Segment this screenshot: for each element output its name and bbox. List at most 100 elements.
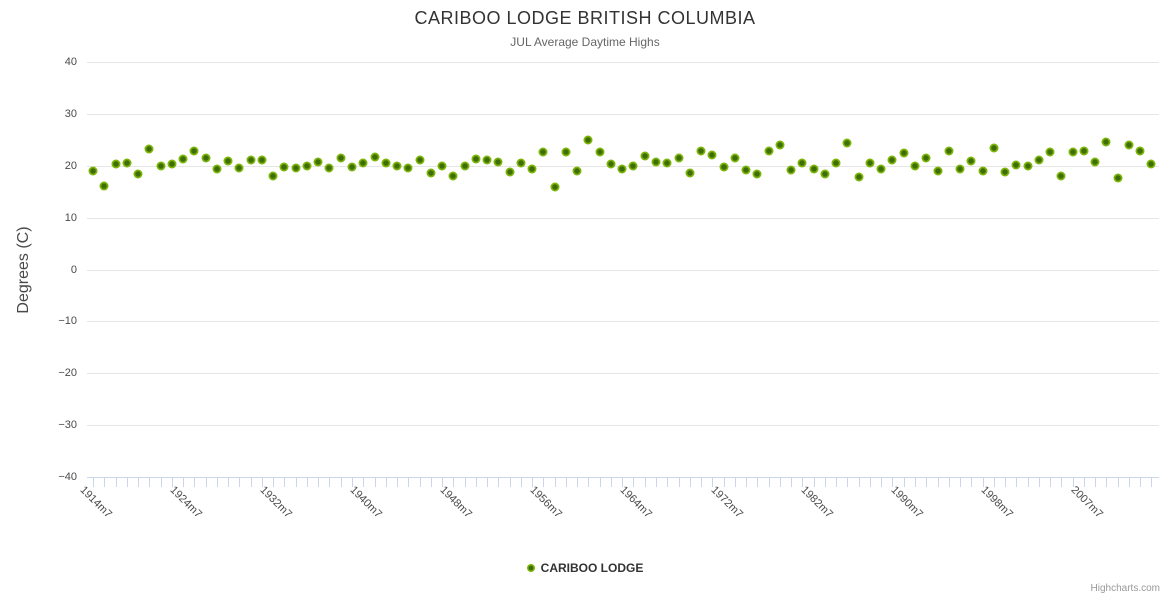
data-point[interactable] bbox=[1101, 137, 1111, 147]
data-point[interactable] bbox=[707, 150, 717, 160]
data-point[interactable] bbox=[358, 158, 368, 168]
legend-item-cariboo-lodge[interactable]: CARIBOO LODGE bbox=[0, 561, 1170, 575]
data-point[interactable] bbox=[955, 164, 965, 174]
data-point[interactable] bbox=[403, 163, 413, 173]
data-point[interactable] bbox=[1068, 147, 1078, 157]
data-point[interactable] bbox=[696, 146, 706, 156]
data-point[interactable] bbox=[426, 168, 436, 178]
data-point[interactable] bbox=[1090, 157, 1100, 167]
data-point[interactable] bbox=[933, 166, 942, 176]
data-point[interactable] bbox=[944, 146, 954, 156]
data-point[interactable] bbox=[471, 154, 481, 164]
data-point[interactable] bbox=[144, 144, 154, 154]
data-point[interactable] bbox=[809, 164, 819, 174]
data-point[interactable] bbox=[99, 181, 109, 191]
data-point[interactable] bbox=[1056, 171, 1066, 181]
data-point[interactable] bbox=[1034, 155, 1044, 165]
data-point[interactable] bbox=[448, 171, 458, 181]
data-point[interactable] bbox=[178, 154, 188, 164]
data-point[interactable] bbox=[212, 164, 222, 174]
data-point[interactable] bbox=[1011, 160, 1021, 170]
data-point[interactable] bbox=[606, 159, 616, 169]
x-axis-tick bbox=[746, 477, 748, 487]
data-point[interactable] bbox=[550, 182, 560, 192]
data-point[interactable] bbox=[651, 157, 661, 167]
data-point[interactable] bbox=[910, 161, 920, 171]
data-point[interactable] bbox=[234, 163, 244, 173]
data-point[interactable] bbox=[493, 157, 503, 167]
data-point[interactable] bbox=[324, 163, 334, 173]
data-point[interactable] bbox=[978, 166, 988, 176]
data-point[interactable] bbox=[561, 147, 571, 157]
data-point[interactable] bbox=[347, 162, 357, 172]
data-point[interactable] bbox=[966, 156, 976, 166]
data-point[interactable] bbox=[223, 156, 233, 166]
data-point[interactable] bbox=[88, 166, 98, 176]
data-point[interactable] bbox=[921, 153, 931, 163]
data-point[interactable] bbox=[1124, 140, 1134, 150]
data-point[interactable] bbox=[1135, 146, 1145, 156]
data-point[interactable] bbox=[246, 155, 256, 165]
data-point[interactable] bbox=[572, 166, 582, 176]
data-point[interactable] bbox=[628, 161, 638, 171]
data-point[interactable] bbox=[460, 161, 470, 171]
data-point[interactable] bbox=[257, 155, 267, 165]
data-point[interactable] bbox=[505, 167, 515, 177]
data-point[interactable] bbox=[865, 158, 875, 168]
data-point[interactable] bbox=[854, 172, 864, 182]
data-point[interactable] bbox=[381, 158, 391, 168]
x-axis-tick bbox=[960, 477, 962, 487]
data-point[interactable] bbox=[1146, 159, 1156, 169]
data-point[interactable] bbox=[786, 165, 796, 175]
data-point[interactable] bbox=[989, 143, 999, 153]
data-point[interactable] bbox=[482, 155, 492, 165]
data-point[interactable] bbox=[268, 171, 278, 181]
data-point[interactable] bbox=[797, 158, 807, 168]
data-point[interactable] bbox=[899, 148, 909, 158]
data-point[interactable] bbox=[437, 161, 447, 171]
data-point[interactable] bbox=[201, 153, 211, 163]
data-point[interactable] bbox=[1023, 161, 1033, 171]
data-point[interactable] bbox=[392, 161, 402, 171]
data-point[interactable] bbox=[313, 157, 323, 167]
data-point[interactable] bbox=[640, 151, 650, 161]
data-point[interactable] bbox=[156, 161, 166, 171]
data-point[interactable] bbox=[685, 168, 695, 178]
data-point[interactable] bbox=[1000, 167, 1010, 177]
data-point[interactable] bbox=[336, 153, 346, 163]
data-point[interactable] bbox=[415, 155, 425, 165]
data-point[interactable] bbox=[111, 159, 121, 169]
data-point[interactable] bbox=[189, 146, 199, 156]
data-point[interactable] bbox=[876, 164, 886, 174]
data-point[interactable] bbox=[887, 155, 897, 165]
data-point[interactable] bbox=[662, 158, 672, 168]
data-point[interactable] bbox=[820, 169, 830, 179]
data-point[interactable] bbox=[516, 158, 526, 168]
data-point[interactable] bbox=[617, 164, 627, 174]
data-point[interactable] bbox=[133, 169, 143, 179]
data-point[interactable] bbox=[583, 135, 593, 145]
data-point[interactable] bbox=[279, 162, 289, 172]
data-point[interactable] bbox=[764, 146, 774, 156]
data-point[interactable] bbox=[1045, 147, 1055, 157]
data-point[interactable] bbox=[370, 152, 379, 162]
data-point[interactable] bbox=[719, 162, 729, 172]
data-point[interactable] bbox=[122, 158, 132, 168]
data-point[interactable] bbox=[1079, 146, 1089, 156]
data-point[interactable] bbox=[741, 165, 751, 175]
data-point[interactable] bbox=[595, 147, 605, 157]
data-point[interactable] bbox=[674, 153, 684, 163]
data-point[interactable] bbox=[730, 153, 740, 163]
data-point[interactable] bbox=[291, 163, 301, 173]
data-point[interactable] bbox=[842, 138, 852, 148]
data-point[interactable] bbox=[527, 164, 537, 174]
data-point[interactable] bbox=[752, 169, 762, 179]
highcharts-credits-link[interactable]: Highcharts.com bbox=[1090, 583, 1160, 594]
data-point[interactable] bbox=[538, 147, 548, 157]
data-point[interactable] bbox=[831, 158, 841, 168]
data-point[interactable] bbox=[302, 161, 312, 171]
data-point[interactable] bbox=[1113, 173, 1123, 183]
data-point[interactable] bbox=[775, 140, 785, 150]
data-point[interactable] bbox=[167, 159, 177, 169]
